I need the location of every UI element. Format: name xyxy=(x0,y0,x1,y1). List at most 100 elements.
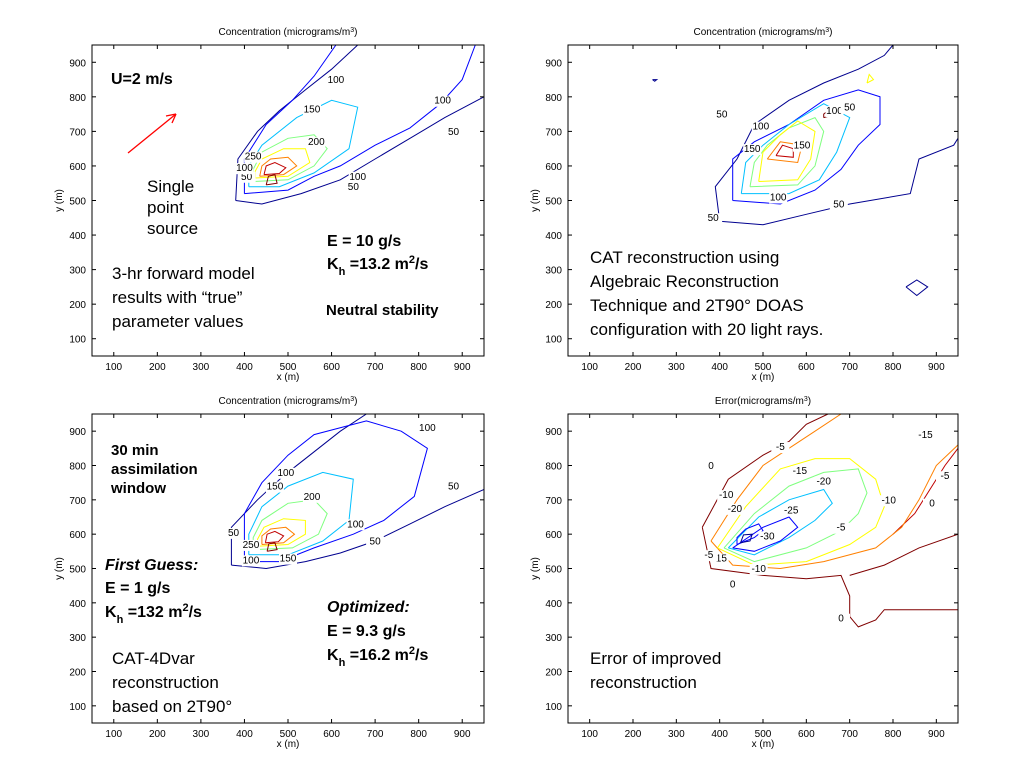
x-tick-label: 800 xyxy=(885,362,902,373)
contour-level-50 xyxy=(235,96,484,205)
contour-level-100 xyxy=(244,45,476,195)
contour-label: 0 xyxy=(708,461,714,472)
contour-label-bg xyxy=(302,491,321,503)
contour-level-100 xyxy=(243,420,428,563)
contour-label: -25 xyxy=(784,506,799,517)
contour-label: -15 xyxy=(712,554,727,565)
wind-arrow-shaft xyxy=(127,113,177,154)
x-tick-label: 900 xyxy=(928,729,945,740)
panel-4: Error(micrograms/m3) 0 -5 -10 -15 -20 -20 -25 -3… xyxy=(530,396,959,750)
y-tick-label: 100 xyxy=(545,702,562,713)
description-line: Technique and 2T90° DOAS xyxy=(590,296,804,315)
k-value: =16.2 m xyxy=(345,647,409,664)
contour-level--10 xyxy=(717,458,885,566)
contour-label-bg xyxy=(302,104,321,116)
y-tick-label: 600 xyxy=(545,162,562,173)
contour-label: -5 xyxy=(941,471,950,482)
contour-label: 250 xyxy=(245,152,262,163)
x-tick-label: 700 xyxy=(841,362,858,373)
source-label-line: point xyxy=(147,198,184,217)
contour-level--15 xyxy=(723,468,868,563)
contour-label-bg xyxy=(916,430,935,442)
contour-level-350 xyxy=(775,144,794,158)
y-tick-label: 100 xyxy=(545,335,562,346)
contour-label: 100 xyxy=(752,122,769,133)
contour-label: -10 xyxy=(881,495,896,506)
contour-label: 150 xyxy=(744,144,761,155)
contour-level--5-b xyxy=(710,444,958,570)
contour-label-bg xyxy=(344,182,363,194)
window-label-line: window xyxy=(110,480,166,497)
panel-title-sup: 3 xyxy=(825,27,829,34)
x-tick-label: 800 xyxy=(410,362,427,373)
contour-label-bg xyxy=(758,531,777,543)
y-tick-label: 100 xyxy=(69,702,86,713)
y-tick-label: 400 xyxy=(69,231,86,242)
contour-label-bg xyxy=(782,505,801,517)
contour-label-bg xyxy=(790,466,809,478)
contour-label: 50 xyxy=(348,182,360,193)
contour-label: 200 xyxy=(308,137,325,148)
contour-label-bg xyxy=(444,481,463,493)
contour-label: 100 xyxy=(243,555,260,566)
y-tick-label: 100 xyxy=(69,335,86,346)
panel-title-main: Concentration (micrograms/m xyxy=(219,396,351,407)
contour-label-bg xyxy=(723,579,742,591)
y-tick-label: 800 xyxy=(545,93,562,104)
x-tick-label: 200 xyxy=(149,729,166,740)
contour-label-bg xyxy=(879,495,898,507)
contour-label-bg xyxy=(725,503,744,515)
x-tick-label: 500 xyxy=(755,729,772,740)
window-label-line: assimilation xyxy=(111,461,198,478)
y-axis-label: y (m) xyxy=(530,189,541,212)
panel-title: Concentration (micrograms/m3) xyxy=(219,27,358,39)
panel-title-end: ) xyxy=(354,396,357,407)
contour-label-bg xyxy=(825,106,844,118)
y-tick-label: 200 xyxy=(69,300,86,311)
contour-level-300 xyxy=(259,156,298,177)
result-label-line: 3-hr forward model xyxy=(112,264,255,283)
x-tick-label: 600 xyxy=(323,362,340,373)
y-tick-label: 800 xyxy=(69,462,86,473)
contour-label-bg xyxy=(829,199,848,211)
contour-level-50-b xyxy=(714,45,894,222)
contour-label-bg xyxy=(712,109,731,121)
optimized-emission: E = 9.3 g/s xyxy=(327,623,406,640)
x-tick-label: 500 xyxy=(280,362,297,373)
x-tick-label: 300 xyxy=(668,362,685,373)
contour-label-bg xyxy=(241,555,260,567)
panel-title-main: Concentration (micrograms/m xyxy=(219,27,351,38)
contour-label: 100 xyxy=(277,468,294,479)
contour-label-bg xyxy=(235,163,254,175)
panel-title-end: ) xyxy=(829,27,832,38)
x-tick-label: 700 xyxy=(367,729,384,740)
contour-label: 100 xyxy=(434,96,451,107)
k-superscript: 2 xyxy=(409,254,415,266)
contour-level-2 xyxy=(892,447,958,535)
emission-rate-label: E = 10 g/s xyxy=(327,233,401,250)
y-tick-label: 500 xyxy=(545,197,562,208)
contour-label-bg xyxy=(749,563,768,575)
k-subscript: h xyxy=(339,657,346,669)
y-tick-label: 200 xyxy=(545,668,562,679)
contour-level-300 xyxy=(261,526,296,545)
description-line: reconstruction xyxy=(112,673,219,692)
k-prefix: K xyxy=(105,604,117,621)
x-tick-label: 400 xyxy=(711,362,728,373)
y-axis-label: y (m) xyxy=(530,557,541,580)
x-tick-label: 500 xyxy=(755,362,772,373)
contour-level-250 xyxy=(254,148,311,179)
contour-label-bg xyxy=(244,151,263,163)
x-tick-label: 800 xyxy=(410,729,427,740)
contour-label: 50 xyxy=(716,110,728,121)
k-value: =132 m xyxy=(123,604,182,621)
contour-label-bg xyxy=(751,121,770,133)
first-guess-diffusivity: Kh =132 m2/s xyxy=(105,602,202,626)
contour-level-150 xyxy=(248,471,354,556)
k-unit: /s xyxy=(415,647,428,664)
optimized-diffusivity: Kh =16.2 m2/s xyxy=(327,645,428,669)
contour-label: 50 xyxy=(708,213,720,224)
contour-label-bg xyxy=(418,423,437,435)
contour-level-0 xyxy=(701,414,829,528)
y-tick-label: 600 xyxy=(69,162,86,173)
